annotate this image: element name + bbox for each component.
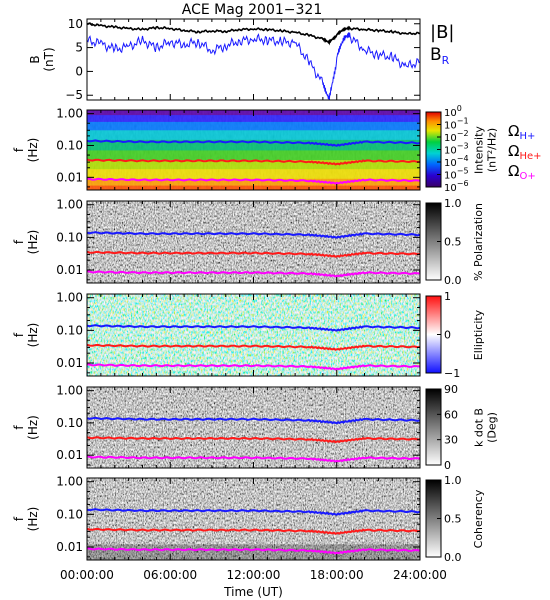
y-tick-label: 10 — [68, 17, 83, 31]
colorbar-tick-label: 0.0 — [444, 551, 462, 564]
cyclotron-line-he — [86, 343, 421, 351]
y-tick-label: 1.00 — [56, 198, 83, 212]
grayscale-texture — [87, 478, 420, 560]
cyclotron-line-o — [86, 547, 421, 555]
colorbar-label: k dot B(Deg) — [472, 408, 498, 447]
y-axis-label: f(Hz) — [12, 507, 40, 532]
spectrum-texture — [87, 110, 420, 190]
colorbar-tick-label: 1.0 — [444, 197, 462, 210]
y-tick-label: 0.10 — [56, 416, 83, 430]
x-tick-label: 00:00:00 — [60, 568, 114, 582]
ellipticity-texture — [87, 294, 420, 376]
panel-5: 1.00 0.10 0.01 f(Hz) 1.0 0.5 0.0 Coherency — [12, 474, 485, 564]
y-tick-label: 0.01 — [56, 356, 83, 370]
panel-2: 1.00 0.10 0.01 f(Hz) 1.0 0.5 0.0 % Polarization — [12, 197, 485, 287]
y-axis-label: f(Hz) — [12, 138, 40, 163]
colorbar-label: Intensity(nT²/Hz) — [472, 126, 498, 174]
x-tick-label: 06:00:00 — [143, 568, 197, 582]
legend-omega-he: ΩHe+ — [508, 142, 542, 162]
colorbar-tick-label: 0.5 — [444, 513, 462, 526]
y-tick-label: 0.01 — [56, 263, 83, 277]
y-axis-label: f(Hz) — [12, 230, 40, 255]
y-tick-label: 0 — [75, 64, 83, 78]
cyclotron-line-o — [86, 177, 421, 185]
panel-1: 1.000.100.01f(Hz)10010−110−210−310−410−5… — [12, 104, 499, 194]
cyclotron-legend: ΩH+ΩHe+ΩO+ — [508, 122, 542, 182]
y-tick-label: 5 — [75, 41, 83, 55]
colorbar-label: Ellipticity — [472, 309, 485, 360]
colorbar-tick-label: 0.0 — [444, 274, 462, 287]
colorbar-tick-label: 30 — [444, 434, 458, 447]
cyclotron-line-o — [86, 455, 421, 463]
colorbar-tick-label: −1 — [444, 367, 460, 380]
colorbar-label: % Polarization — [472, 203, 485, 281]
time-axis: 00:00:00 06:00:00 12:00:00 18:00:00 24:00:00… — [60, 568, 447, 599]
legend-b-magnitude: |B| — [430, 22, 454, 43]
y-tick-label: 1.00 — [56, 107, 83, 121]
colorbar-tick-label: 0.5 — [444, 236, 462, 249]
colorbar-label: Coherency — [472, 489, 485, 548]
y-tick-label: 0.10 — [56, 323, 83, 337]
colorbar-tick-label: 1.0 — [444, 474, 462, 487]
series-line-b-radial — [87, 32, 420, 100]
y-tick-label: 0.10 — [56, 230, 83, 244]
y-tick-label: −5 — [65, 88, 83, 102]
colorbar-tick-label: 60 — [444, 408, 458, 421]
panel-stack: 1050−5B(nT)|B|BR1.000.100.01f(Hz)10010−1… — [12, 17, 542, 564]
grayscale-texture — [87, 387, 420, 468]
panel-4: 1.00 0.10 0.01 f(Hz) 90 60 30 0 k dot B(Deg) — [12, 383, 499, 472]
y-tick-label: 0.01 — [56, 540, 83, 554]
y-tick-label: 0.10 — [56, 138, 83, 152]
y-tick-label: 0.01 — [56, 448, 83, 462]
legend-omega-h: ΩH+ — [508, 122, 535, 142]
series-line-b-magnitude — [87, 22, 420, 46]
cyclotron-line-he — [86, 436, 421, 444]
cyclotron-line-h — [86, 324, 421, 332]
x-tick-label: 12:00:00 — [227, 568, 281, 582]
colorbar-tick-label: 1 — [444, 290, 451, 303]
cyclotron-line-h — [86, 231, 421, 239]
colorbar-tick-label: 0 — [444, 459, 451, 472]
plot-area — [87, 19, 420, 100]
cyclotron-line-h — [86, 508, 421, 516]
grayscale-texture — [87, 201, 420, 283]
x-tick-label: 18:00:00 — [310, 568, 364, 582]
y-axis-label: f(Hz) — [12, 323, 40, 348]
cyclotron-line-he — [86, 158, 421, 166]
x-tick-label: 24:00:00 — [393, 568, 447, 582]
cyclotron-line-o — [86, 270, 421, 278]
cyclotron-line-o — [86, 363, 421, 371]
colorbar-tick-label: 90 — [444, 383, 458, 396]
legend-b-radial: BR — [430, 45, 450, 67]
colorbar — [425, 388, 442, 466]
y-axis-label: f(Hz) — [12, 415, 40, 440]
colorbar-tick-label: 0 — [444, 329, 451, 342]
cyclotron-line-h — [86, 416, 421, 425]
panel-b-field: 10 5 0 −5 B(nT) |B|BR — [28, 17, 455, 102]
y-axis-label: B(nT) — [28, 47, 56, 71]
y-tick-label: 1.00 — [56, 291, 83, 305]
x-axis-label: Time (UT) — [223, 585, 283, 599]
cyclotron-line-h — [86, 139, 421, 147]
cyclotron-line-he — [86, 527, 421, 535]
legend-omega-o: ΩO+ — [508, 162, 536, 182]
chart-title: ACE Mag 2001−321 — [182, 2, 322, 18]
y-tick-label: 1.00 — [56, 475, 83, 489]
y-tick-label: 0.01 — [56, 170, 83, 184]
y-tick-label: 1.00 — [56, 384, 83, 398]
panel-3: 1.00 0.10 0.01 f(Hz) 1 0 −1 Ellipticity — [12, 290, 485, 380]
y-tick-label: 0.10 — [56, 507, 83, 521]
cyclotron-line-he — [86, 250, 421, 258]
